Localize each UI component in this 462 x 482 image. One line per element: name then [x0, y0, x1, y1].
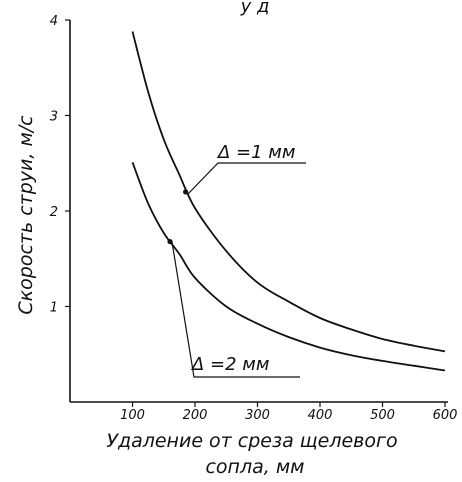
- series-line-1: [131, 31, 446, 353]
- label-delta-1: Δ =1 мм: [216, 142, 295, 163]
- y-ticks: 1 2 3 4: [50, 14, 70, 316]
- x-tick-label: 600: [433, 408, 458, 423]
- axes: [69, 20, 448, 403]
- x-axis-title-line-1: Удаление от среза щелевого: [106, 430, 397, 452]
- leader-delta-2: [171, 241, 300, 378]
- x-tick-label: 100: [120, 408, 145, 423]
- x-tick-label: 400: [308, 408, 333, 423]
- y-tick-label: 4: [50, 14, 58, 29]
- top-caption: у д: [240, 0, 270, 17]
- y-axis-title: Скорость струи, м/с: [15, 115, 37, 315]
- y-tick-label: 1: [50, 301, 58, 316]
- x-axis-title-line-2: сопла, мм: [205, 456, 304, 478]
- label-delta-2: Δ =2 мм: [190, 354, 269, 375]
- series-marker-2: [167, 238, 173, 245]
- series-marker-1: [183, 189, 189, 195]
- x-tick-label: 500: [370, 408, 395, 423]
- x-tick-label: 300: [245, 408, 270, 423]
- leader-delta-1: [187, 162, 306, 195]
- x-tick-label: 200: [183, 408, 208, 423]
- y-tick-label: 3: [50, 110, 58, 125]
- y-tick-label: 2: [50, 205, 58, 220]
- series-line-2: [131, 161, 446, 372]
- x-ticks: 100 200 300 400 500 600: [120, 402, 457, 423]
- curves: [131, 31, 446, 372]
